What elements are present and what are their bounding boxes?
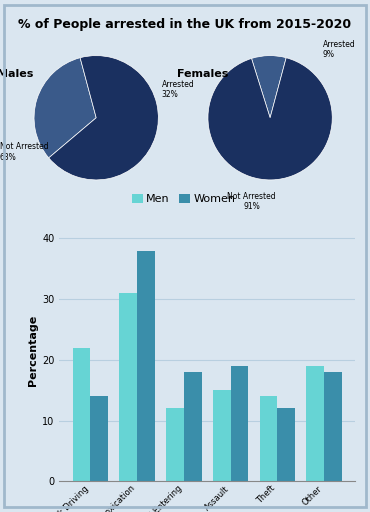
Bar <box>137 250 155 481</box>
Text: Males: Males <box>0 69 33 79</box>
Text: Not Arrested
91%: Not Arrested 91% <box>227 192 276 211</box>
Wedge shape <box>208 58 332 180</box>
Bar <box>166 409 184 481</box>
Wedge shape <box>34 58 96 158</box>
Bar <box>259 396 277 481</box>
Bar <box>324 372 342 481</box>
Bar <box>73 348 90 481</box>
Bar <box>306 366 324 481</box>
Legend: Men, Women: Men, Women <box>127 189 240 208</box>
Wedge shape <box>49 56 158 180</box>
Bar <box>90 396 108 481</box>
Bar <box>277 409 295 481</box>
Y-axis label: Percentage: Percentage <box>28 315 38 387</box>
Text: Females: Females <box>177 69 228 79</box>
Bar <box>120 293 137 481</box>
Text: Arrested
32%: Arrested 32% <box>161 80 194 99</box>
Wedge shape <box>252 56 286 118</box>
Text: Not Arrested
68%: Not Arrested 68% <box>0 142 48 162</box>
Text: % of People arrested in the UK from 2015-2020: % of People arrested in the UK from 2015… <box>18 18 351 31</box>
Text: Arrested
9%: Arrested 9% <box>323 40 356 59</box>
Bar <box>184 372 202 481</box>
Bar <box>213 390 231 481</box>
Bar <box>231 366 248 481</box>
